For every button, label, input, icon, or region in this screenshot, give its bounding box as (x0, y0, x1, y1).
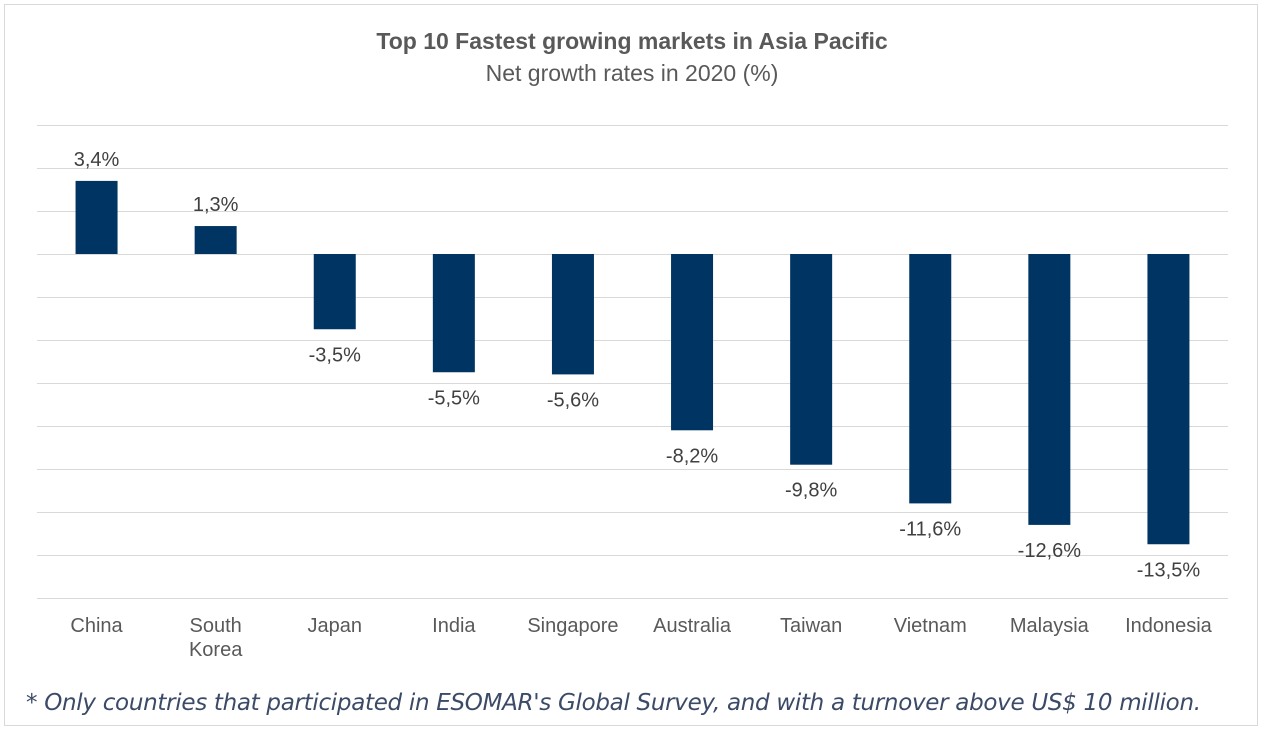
bar (432, 254, 475, 373)
bar (1028, 254, 1071, 525)
data-label: -5,6% (547, 389, 599, 411)
data-label: -3,5% (309, 344, 361, 366)
x-tick-label: India (432, 615, 476, 637)
x-tick-label: Australia (653, 615, 732, 637)
x-tick-label: Taiwan (780, 615, 842, 637)
chart-subtitle: Net growth rates in 2020 (%) (485, 60, 779, 86)
bar (194, 226, 237, 254)
x-tick-label: South Korea (189, 615, 243, 661)
data-label: -13,5% (1137, 559, 1201, 581)
data-label: 3,4% (74, 149, 120, 171)
data-label: -8,2% (666, 445, 718, 467)
bar (551, 254, 594, 375)
data-label: -12,6% (1018, 540, 1082, 562)
bar (671, 254, 714, 431)
x-tick-label: Singapore (527, 615, 618, 637)
bar (75, 180, 118, 254)
chart-frame (4, 4, 1258, 726)
chart-title: Top 10 Fastest growing markets in Asia P… (376, 28, 888, 54)
x-tick-label: Vietnam (894, 615, 967, 637)
data-label: -9,8% (785, 480, 837, 502)
x-tick-label: China (70, 615, 123, 637)
x-tick-label: Japan (308, 615, 363, 637)
bar (909, 254, 952, 504)
x-tick-label: Malaysia (1010, 615, 1090, 637)
bar (313, 254, 356, 330)
data-label: -11,6% (899, 518, 961, 540)
footnote: * Only countries that participated in ES… (26, 690, 1201, 716)
x-tick-label: Indonesia (1125, 615, 1213, 637)
data-label: 1,3% (193, 194, 239, 216)
bar (1147, 254, 1190, 545)
data-label: -5,5% (428, 387, 480, 409)
bar (790, 254, 833, 465)
